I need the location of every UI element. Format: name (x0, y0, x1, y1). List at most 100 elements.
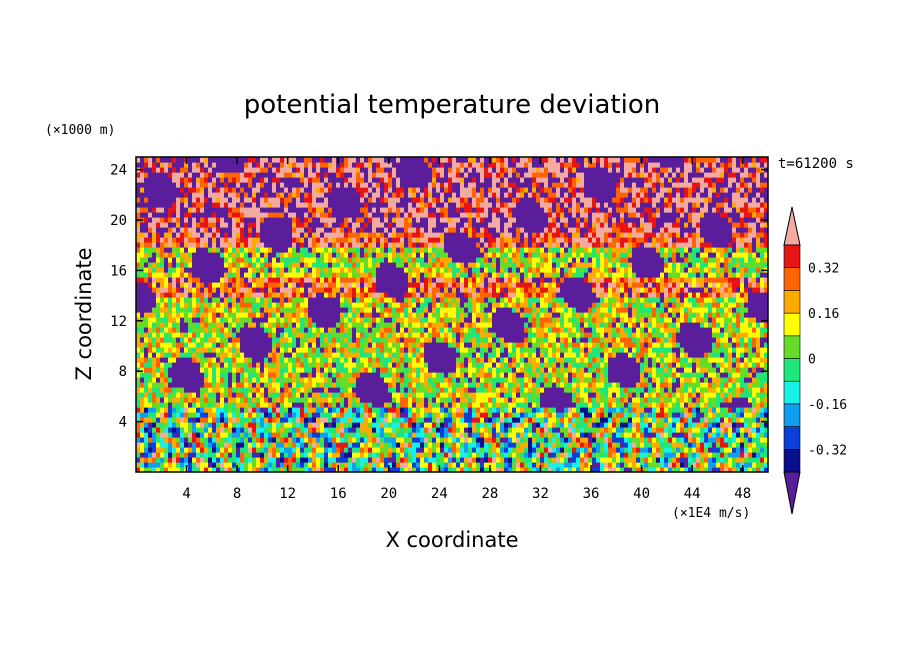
heatmap-cell (548, 442, 553, 448)
heatmap-cell (396, 417, 401, 423)
heatmap-cell (612, 457, 617, 463)
heatmap-cell (360, 362, 365, 368)
heatmap-cell (496, 322, 501, 328)
heatmap-cell (136, 387, 141, 393)
heatmap-cell (628, 442, 633, 448)
heatmap-cell (428, 372, 433, 378)
heatmap-cell (436, 407, 441, 413)
heatmap-cell (184, 387, 189, 393)
heatmap-cell (620, 427, 625, 433)
heatmap-cell (468, 387, 473, 393)
heatmap-cell (464, 367, 469, 373)
heatmap-cell (216, 407, 221, 413)
heatmap-cell (284, 362, 289, 368)
heatmap-cell (712, 417, 717, 423)
heatmap-cell (136, 417, 141, 423)
heatmap-cell (548, 342, 553, 348)
heatmap-cell (392, 412, 397, 418)
heatmap-cell (664, 332, 669, 338)
heatmap-cell (356, 377, 361, 383)
heatmap-cell (456, 337, 461, 343)
heatmap-cell (712, 437, 717, 443)
heatmap-cell (604, 372, 609, 378)
heatmap-cell (492, 452, 497, 458)
heatmap-cell (568, 437, 573, 443)
heatmap-cell (280, 312, 285, 318)
heatmap-cell (504, 382, 509, 388)
heatmap-cell (200, 407, 205, 413)
heatmap-cell (644, 422, 649, 428)
heatmap-cell (612, 442, 617, 448)
heatmap-cell (420, 407, 425, 413)
heatmap-cell (176, 357, 181, 363)
heatmap-cell (636, 387, 641, 393)
heatmap-cell (152, 367, 157, 373)
heatmap-cell (360, 357, 365, 363)
heatmap-cell (716, 342, 721, 348)
heatmap-cell (576, 392, 581, 398)
heatmap-cell (380, 332, 385, 338)
heatmap-cell (444, 377, 449, 383)
heatmap-cell (224, 417, 229, 423)
heatmap-cell (520, 357, 525, 363)
heatmap-cell (484, 447, 489, 453)
heatmap-cell (392, 347, 397, 353)
heatmap-cell (344, 332, 349, 338)
heatmap-cell (152, 402, 157, 408)
heatmap-cell (180, 362, 185, 368)
heatmap-cell (448, 322, 453, 328)
heatmap-cell (616, 372, 621, 378)
heatmap-cell (664, 387, 669, 393)
heatmap-cell (644, 347, 649, 353)
heatmap-cell (388, 372, 393, 378)
heatmap-cell (516, 347, 521, 353)
heatmap-cell (164, 427, 169, 433)
heatmap-cell (196, 412, 201, 418)
heatmap-cell (480, 402, 485, 408)
heatmap-cell (620, 337, 625, 343)
heatmap-cell (148, 457, 153, 463)
heatmap-cell (184, 407, 189, 413)
heatmap-cell (448, 427, 453, 433)
heatmap-cell (608, 342, 613, 348)
heatmap-cell (684, 392, 689, 398)
heatmap-cell (740, 347, 745, 353)
heatmap-cell (396, 342, 401, 348)
heatmap-cell (436, 347, 441, 353)
heatmap-cell (724, 392, 729, 398)
heatmap-cell (616, 387, 621, 393)
heatmap-cell (600, 367, 605, 373)
heatmap-cell (616, 427, 621, 433)
heatmap-cell (672, 317, 677, 323)
heatmap-cell (536, 352, 541, 358)
heatmap-cell (144, 382, 149, 388)
heatmap-cell (416, 397, 421, 403)
heatmap-cell (316, 447, 321, 453)
heatmap-cell (196, 337, 201, 343)
heatmap-cell (720, 347, 725, 353)
heatmap-cell (216, 377, 221, 383)
heatmap-cell (328, 322, 333, 328)
heatmap-cell (204, 382, 209, 388)
heatmap-cell (512, 362, 517, 368)
heatmap-cell (524, 322, 529, 328)
heatmap-cell (428, 362, 433, 368)
heatmap-cell (432, 382, 437, 388)
heatmap-cell (184, 327, 189, 333)
heatmap-cell (168, 387, 173, 393)
heatmap-cell (672, 362, 677, 368)
heatmap-cell (476, 322, 481, 328)
heatmap-cell (256, 357, 261, 363)
heatmap-cell (268, 422, 273, 428)
heatmap-cell (336, 402, 341, 408)
heatmap-cell (460, 382, 465, 388)
heatmap-cell (468, 382, 473, 388)
heatmap-cell (424, 322, 429, 328)
heatmap-cell (656, 407, 661, 413)
heatmap-cell (680, 327, 685, 333)
heatmap-cell (284, 392, 289, 398)
heatmap-cell (352, 447, 357, 453)
heatmap-cell (396, 377, 401, 383)
heatmap-cell (700, 407, 705, 413)
heatmap-cell (692, 417, 697, 423)
